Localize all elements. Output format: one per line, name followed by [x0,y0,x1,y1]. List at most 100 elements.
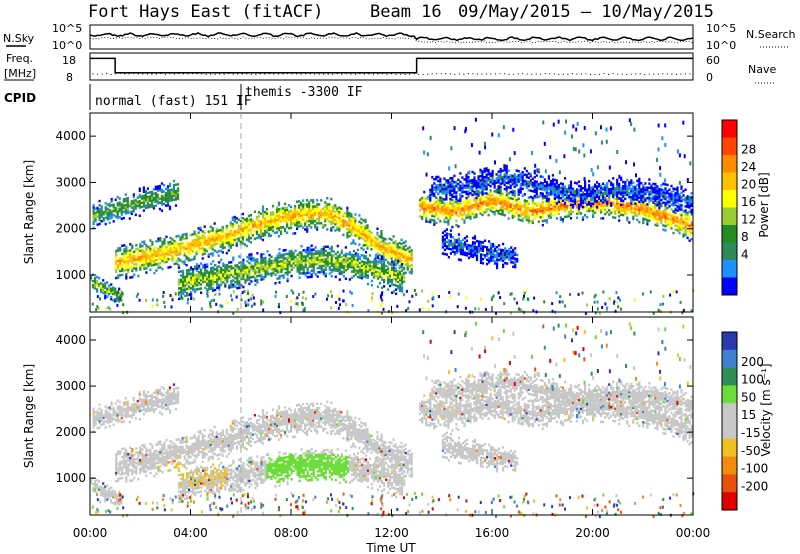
power-cell [579,205,583,209]
power-cell [100,209,103,213]
power-cell [316,222,319,225]
power-cell [164,196,168,199]
power-cell [443,214,446,217]
power-cell [223,235,226,239]
power-cell [352,258,355,261]
power-cell [312,222,315,225]
power-cell [678,231,681,235]
power-cell [475,205,478,208]
power-cell [314,246,317,249]
nave-dot [422,73,424,75]
power-cell [467,205,470,208]
power-cell [216,276,219,279]
power-cell [559,208,562,211]
power-cell [509,207,512,210]
power-cell [439,188,442,191]
power-cell [186,269,189,272]
power-cell [455,191,458,194]
power-cell [569,191,573,194]
power-cell [453,191,456,194]
nave-dot [259,73,261,75]
power-cell [206,265,209,268]
power-cell [159,245,162,248]
power-cell [392,253,395,257]
power-cell [364,243,367,247]
power-cell [396,257,399,261]
power-cell [262,259,265,262]
power-cell [664,214,667,217]
power-cell [151,259,154,263]
power-cell [399,277,402,280]
power-cell [252,259,255,262]
power-cell [600,204,603,208]
power-cell [230,279,233,283]
power-cell [374,253,378,257]
power-cell [457,178,460,182]
power-cell [380,270,384,273]
power-cell [145,246,148,249]
power-cell [374,240,377,244]
power-cell [577,199,581,203]
power-cell [338,225,341,228]
power-cell [326,262,329,265]
power-cell [237,226,240,230]
power-cell [304,224,307,227]
power-cell [162,198,166,202]
power-cell [584,197,587,200]
power-cell [387,277,390,281]
power-cell [312,271,315,274]
power-cell [268,272,271,276]
nave-dot [250,73,252,75]
power-cell [376,271,380,274]
power-cell [130,210,133,213]
power-cell [257,234,260,237]
power-cell [487,197,490,200]
power-cell [332,209,335,212]
power-cell [551,192,554,196]
power-cell [459,201,462,205]
power-cell [310,273,313,276]
power-cell [364,271,368,275]
power-cell [211,243,214,247]
power-cell [543,178,546,181]
power-cell [314,252,317,255]
power-cell [491,178,494,181]
nave-dot [182,73,184,75]
power-cell [280,260,283,263]
power-cell [447,181,450,184]
power-cell [427,220,430,223]
power-cell [471,187,474,190]
power-cell [644,201,647,204]
power-cell [431,176,434,179]
power-cell [245,232,248,235]
power-cell [461,176,464,179]
power-cell [181,237,184,241]
power-cell [166,189,170,192]
power-cell [346,257,349,260]
power-cell [320,252,323,255]
power-cell [126,209,129,212]
power-cell [366,236,369,240]
power-cell [127,255,130,259]
power-cell [190,278,193,282]
power-cell [238,255,241,258]
power-cell [541,184,544,187]
power-cell [228,284,231,287]
power-cell [308,213,311,217]
power-cell [247,235,250,239]
power-cell [94,278,97,282]
power-cell [577,195,581,198]
power-cell [690,225,693,228]
nave-dot [594,73,596,75]
power-cell [366,245,369,248]
power-cell [505,171,508,174]
power-cell [380,240,383,243]
power-cell [626,212,629,215]
power-cell [282,209,285,212]
power-cell [360,254,363,257]
power-cell [219,249,222,253]
power-cell [115,249,118,253]
power-cell [118,209,121,213]
power-cell [207,255,210,258]
power-cell [600,196,603,199]
